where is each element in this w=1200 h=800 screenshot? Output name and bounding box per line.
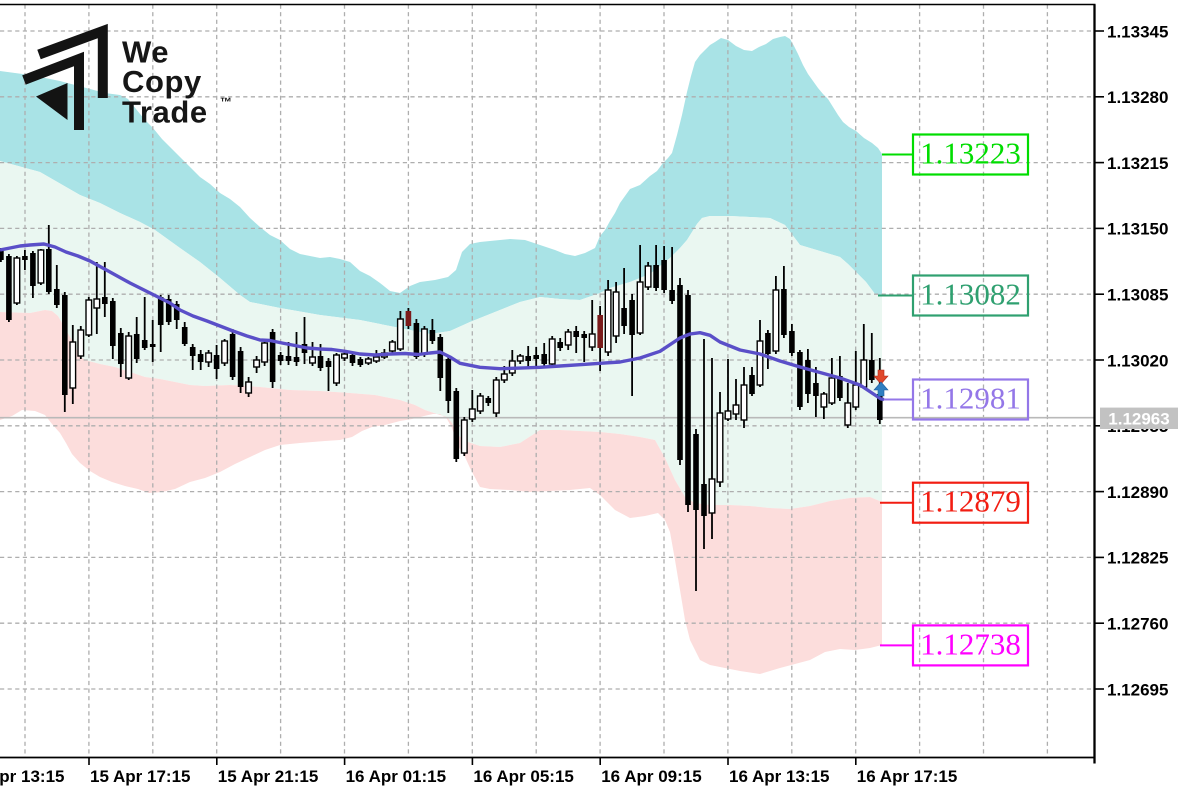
svg-text:1.13082: 1.13082 — [920, 277, 1021, 312]
svg-text:16 Apr 17:15: 16 Apr 17:15 — [857, 767, 957, 786]
svg-text:1.12890: 1.12890 — [1107, 483, 1168, 502]
svg-text:15 Apr 13:15: 15 Apr 13:15 — [0, 767, 64, 786]
svg-text:1.13223: 1.13223 — [920, 136, 1021, 171]
svg-text:1.12695: 1.12695 — [1107, 680, 1168, 699]
svg-text:15 Apr 17:15: 15 Apr 17:15 — [90, 767, 190, 786]
svg-text:1.13345: 1.13345 — [1107, 22, 1168, 41]
svg-text:16 Apr 13:15: 16 Apr 13:15 — [729, 767, 829, 786]
svg-text:16 Apr 09:15: 16 Apr 09:15 — [601, 767, 701, 786]
svg-text:1.13280: 1.13280 — [1107, 88, 1168, 107]
svg-text:1.12760: 1.12760 — [1107, 615, 1168, 634]
svg-text:1.12738: 1.12738 — [920, 626, 1021, 661]
svg-text:15 Apr 21:15: 15 Apr 21:15 — [218, 767, 318, 786]
svg-text:Copy: Copy — [122, 64, 202, 99]
svg-text:™: ™ — [220, 95, 232, 109]
svg-text:1.12825: 1.12825 — [1107, 549, 1168, 568]
svg-text:1.13215: 1.13215 — [1107, 154, 1168, 173]
svg-text:Trade: Trade — [122, 95, 208, 130]
svg-text:1.13020: 1.13020 — [1107, 351, 1168, 370]
svg-text:1.13085: 1.13085 — [1107, 286, 1168, 305]
svg-text:1.12879: 1.12879 — [920, 484, 1021, 519]
svg-text:1.12963: 1.12963 — [1108, 410, 1169, 429]
svg-text:We: We — [122, 35, 169, 70]
svg-text:16 Apr 05:15: 16 Apr 05:15 — [473, 767, 573, 786]
svg-text:1.13150: 1.13150 — [1107, 220, 1168, 239]
svg-text:16 Apr 01:15: 16 Apr 01:15 — [346, 767, 446, 786]
svg-text:1.12981: 1.12981 — [920, 381, 1021, 416]
